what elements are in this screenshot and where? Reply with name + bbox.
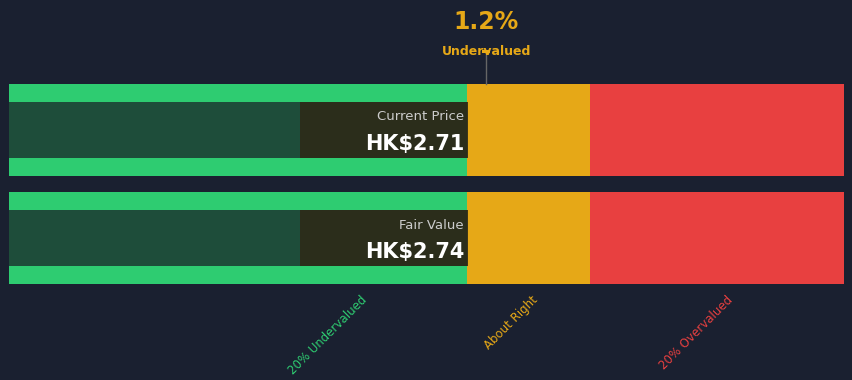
Bar xyxy=(590,210,843,266)
Bar xyxy=(9,210,466,266)
Bar xyxy=(300,210,468,266)
Bar xyxy=(9,192,466,210)
Bar xyxy=(300,101,468,158)
Bar xyxy=(466,210,590,266)
Bar xyxy=(9,266,466,284)
Bar xyxy=(466,101,590,158)
Bar xyxy=(590,192,843,210)
Bar xyxy=(590,266,843,284)
Text: Fair Value: Fair Value xyxy=(399,218,463,231)
Bar xyxy=(9,158,466,176)
Bar xyxy=(466,84,590,101)
Text: 20% Overvalued: 20% Overvalued xyxy=(656,294,734,372)
Text: HK$2.71: HK$2.71 xyxy=(365,135,463,154)
Bar xyxy=(466,158,590,176)
Text: Current Price: Current Price xyxy=(377,111,463,124)
Bar xyxy=(590,158,843,176)
Bar xyxy=(9,84,466,101)
Text: HK$2.74: HK$2.74 xyxy=(365,242,463,263)
Text: 20% Undervalued: 20% Undervalued xyxy=(285,294,369,377)
Text: Undervalued: Undervalued xyxy=(441,45,530,58)
Bar xyxy=(466,192,590,210)
Bar xyxy=(590,84,843,101)
Text: 1.2%: 1.2% xyxy=(453,10,518,34)
Bar xyxy=(481,50,490,53)
Bar xyxy=(466,266,590,284)
Bar xyxy=(9,101,466,158)
Bar xyxy=(590,101,843,158)
Text: About Right: About Right xyxy=(481,294,540,352)
